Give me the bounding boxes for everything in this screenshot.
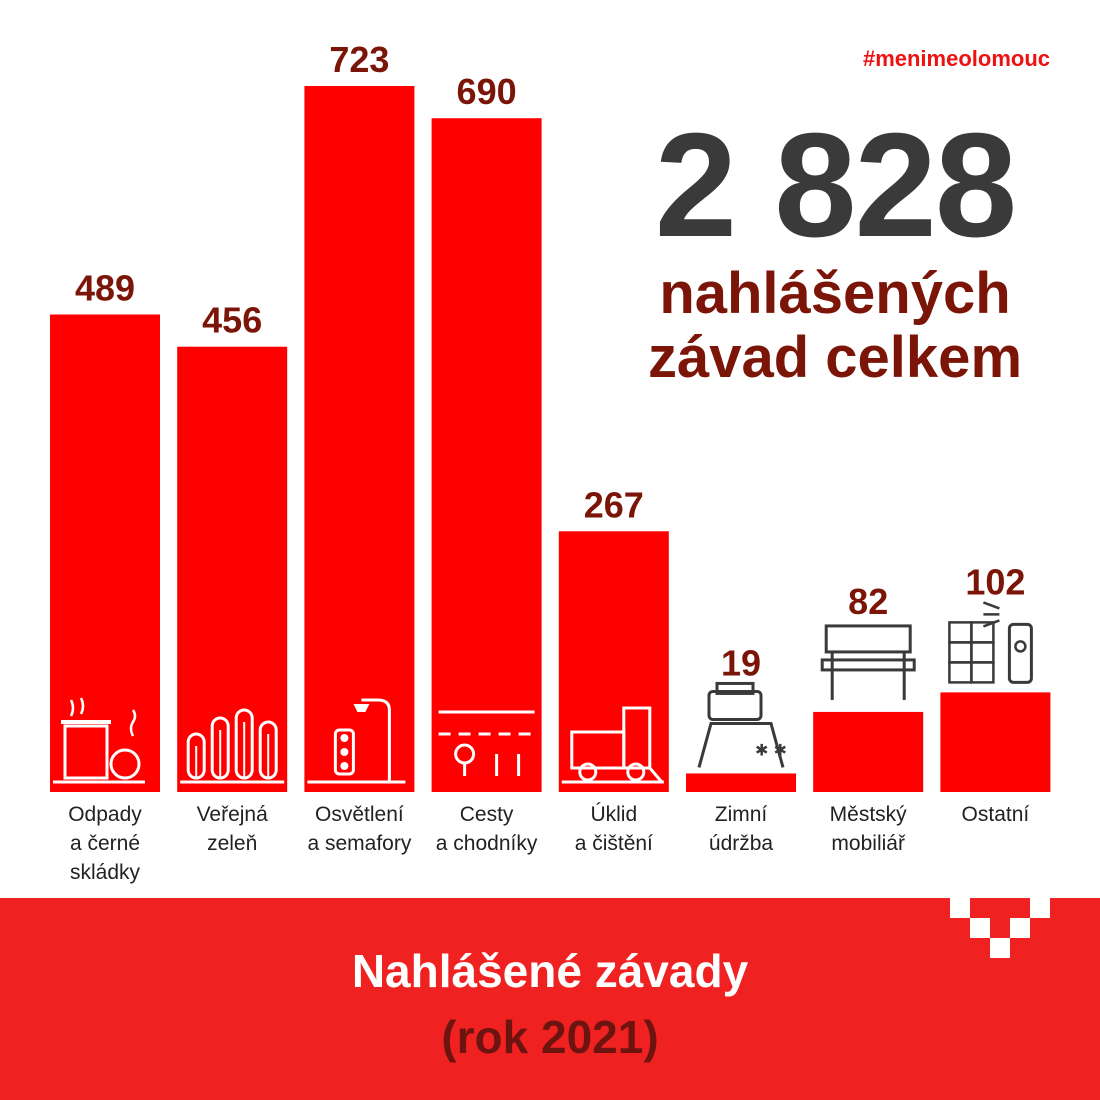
- category-label-line: Zimní: [714, 803, 768, 826]
- streetlight-traffic-light-icon: [307, 698, 406, 784]
- category-label-line: a čištění: [574, 832, 653, 855]
- road-icon: [438, 710, 535, 776]
- category-label-line: zeleň: [207, 832, 258, 855]
- category-label-line: Veřejná: [196, 803, 268, 826]
- bar: [304, 85, 415, 793]
- category-label-line: Cesty: [459, 803, 514, 826]
- bar-value-label: 82: [848, 581, 888, 622]
- hashtag: #menimeolomouc: [862, 46, 1050, 71]
- category-label-line: a černé: [69, 832, 141, 855]
- bar: [431, 118, 542, 793]
- total-label: nahlášených závad celkem: [600, 262, 1070, 390]
- trees-icon: [180, 708, 285, 784]
- street-sweeper-icon: [561, 706, 664, 784]
- bar: [50, 314, 160, 792]
- category-label: Osvětlení a semafory: [289, 800, 429, 858]
- category-label-line: Ostatní: [961, 803, 1030, 826]
- footer-subtitle: (rok 2021): [441, 1011, 659, 1063]
- category-label-line: Osvětlení: [315, 803, 404, 826]
- bar-value-label: 489: [75, 267, 135, 308]
- total-label-line-1: nahlášených: [659, 261, 1011, 326]
- total-label-line-2: závad celkem: [647, 325, 1023, 390]
- category-label-line: mobiliář: [831, 832, 905, 855]
- bench-icon: [820, 624, 916, 700]
- bar-value-label: 102: [965, 561, 1025, 602]
- bar-value-label: 267: [584, 484, 644, 525]
- bar: [177, 346, 288, 792]
- trash-bin-icon: [53, 697, 145, 784]
- bar: [813, 711, 924, 792]
- category-label: Zimní údržba: [671, 800, 811, 858]
- category-label: Úklid a čištění: [544, 800, 684, 858]
- category-label-line: Městský: [829, 803, 907, 826]
- bar-value-label: 456: [202, 300, 262, 341]
- category-label: Odpady a černé skládky: [35, 800, 175, 887]
- bar-value-label: 19: [721, 642, 761, 683]
- category-label-line: údržba: [708, 832, 774, 855]
- category-label-line: Úklid: [590, 803, 638, 826]
- snowplow-icon: ✱ ✱: [697, 681, 787, 768]
- total-count: 2 828: [654, 103, 1017, 268]
- category-label-line: a semafory: [307, 832, 412, 855]
- category-label: Cesty a chodníky: [417, 800, 557, 858]
- checker-logo-icon: [950, 898, 1050, 958]
- category-label: Ostatní: [925, 800, 1065, 829]
- bar: [940, 692, 1051, 792]
- bar-value-label: 690: [457, 71, 517, 112]
- bar-value-label: 723: [329, 39, 389, 80]
- spray-wall-icon: [948, 601, 1033, 684]
- category-label-line: Odpady: [68, 803, 142, 826]
- footer-title: Nahlášené závady: [351, 945, 749, 997]
- category-label: Městský mobiliář: [798, 800, 938, 858]
- svg-text:✱ ✱: ✱ ✱: [755, 740, 787, 759]
- category-label: Veřejná zeleň: [162, 800, 302, 858]
- category-label-line: skládky: [69, 861, 141, 884]
- footer-banner: [0, 898, 1100, 1100]
- bar: [558, 531, 669, 792]
- bar: [686, 773, 796, 792]
- category-label-line: a chodníky: [435, 832, 538, 855]
